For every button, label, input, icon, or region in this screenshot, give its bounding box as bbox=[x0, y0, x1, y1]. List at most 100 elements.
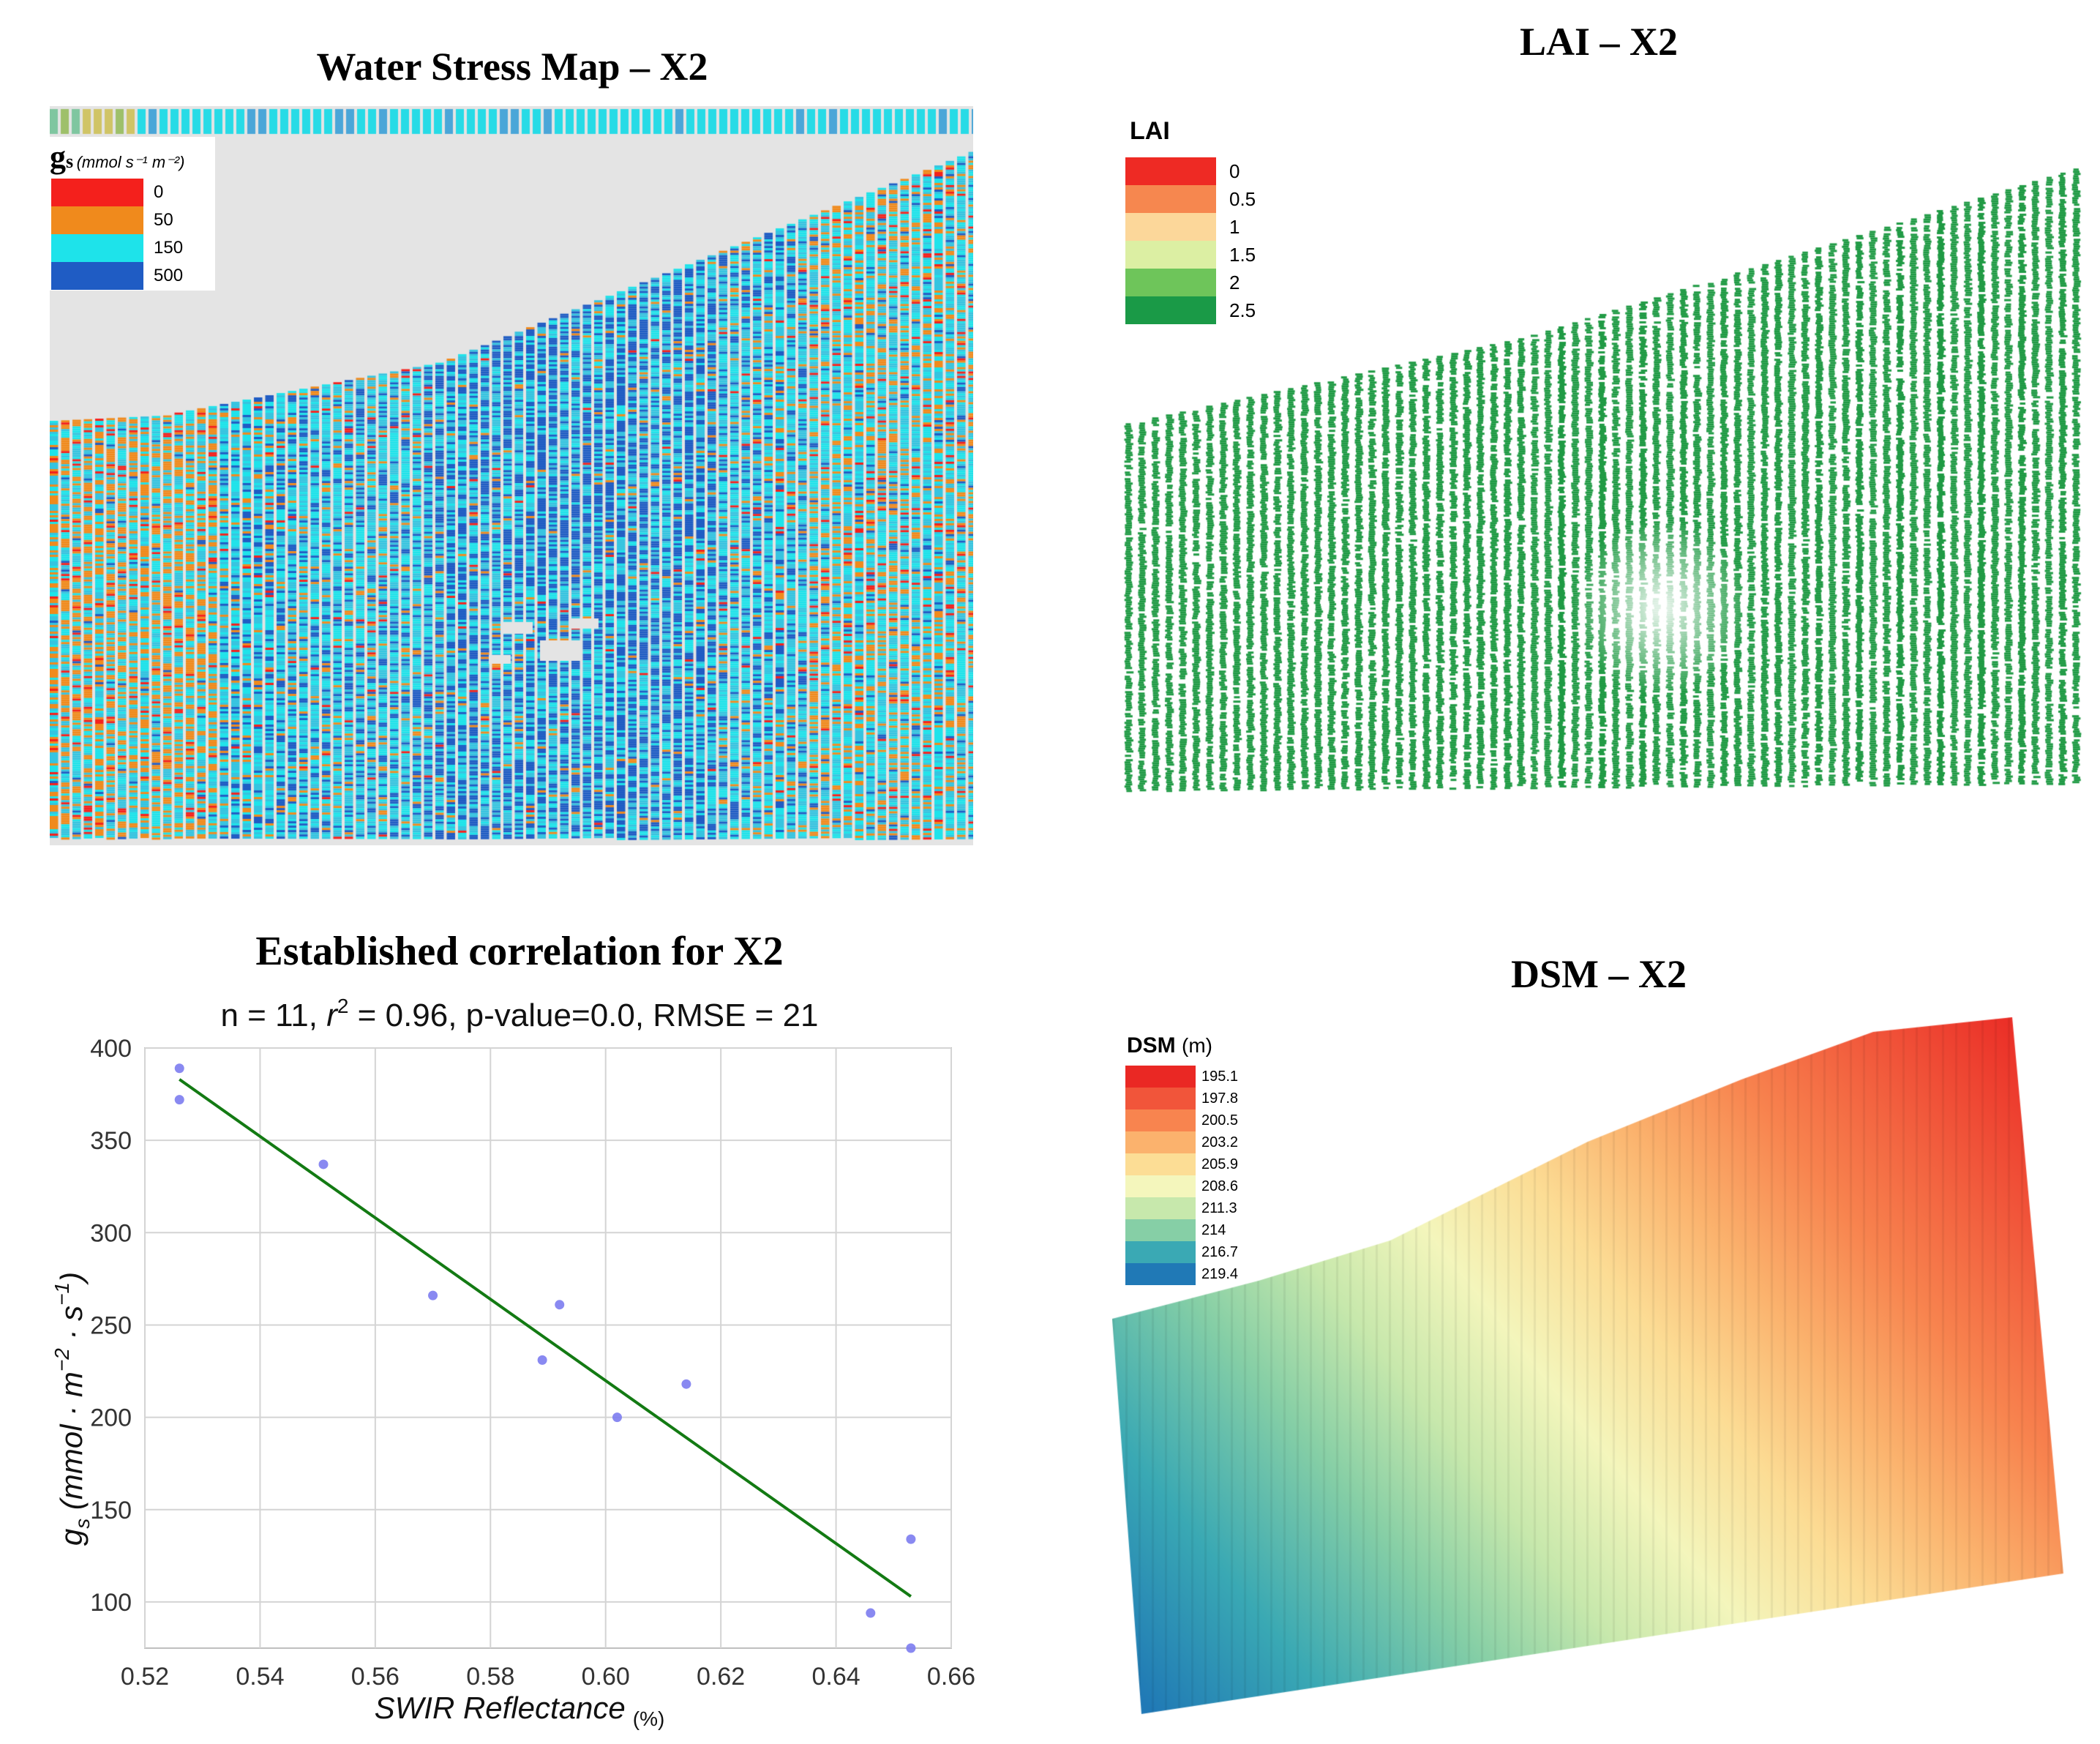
legend-item: 150 bbox=[51, 234, 183, 262]
y-axis-label: gs (mmol · m−2 · s−1) bbox=[50, 1272, 94, 1546]
legend-label: 150 bbox=[154, 238, 184, 258]
subtitle-exp: 2 bbox=[337, 995, 349, 1017]
legend-label: 203.2 bbox=[1201, 1134, 1239, 1150]
legend-item: 2 bbox=[1125, 269, 1240, 296]
legend-item: 203.2 bbox=[1125, 1131, 1238, 1153]
legend-swatch bbox=[1125, 1219, 1196, 1241]
legend-swatch bbox=[1125, 213, 1216, 241]
legend-swatch bbox=[1125, 1109, 1196, 1131]
x-tick-label: 0.62 bbox=[697, 1663, 745, 1691]
data-point bbox=[174, 1095, 184, 1105]
legend-item: 0 bbox=[1125, 157, 1240, 185]
data-point bbox=[318, 1159, 329, 1169]
y-tick-label: 100 bbox=[90, 1589, 132, 1617]
legend-swatch bbox=[51, 179, 143, 206]
legend-label: 1 bbox=[1229, 215, 1240, 238]
x-tick-label: 0.58 bbox=[466, 1663, 514, 1691]
legend-item: 0.5 bbox=[1125, 185, 1256, 213]
legend-item: 205.9 bbox=[1125, 1153, 1238, 1175]
legend-label: 197.8 bbox=[1201, 1090, 1239, 1107]
legend-swatch bbox=[1125, 1131, 1196, 1153]
plot-area: 0.52 0.54 0.56 0.58 0.60 0.62 0.64 0.66 100 150 20… bbox=[90, 1035, 975, 1691]
regression-line bbox=[179, 1078, 912, 1598]
y-label-mid: (mmol · m bbox=[54, 1371, 89, 1519]
legend-swatch bbox=[1125, 1175, 1196, 1197]
subtitle-r: r bbox=[326, 998, 339, 1033]
data-point bbox=[174, 1063, 184, 1074]
legend-swatch bbox=[1125, 1066, 1196, 1088]
legend-swatch bbox=[1125, 241, 1216, 269]
legend-label: 500 bbox=[154, 266, 184, 285]
x-axis-unit: (%) bbox=[633, 1707, 665, 1730]
legend-item: 50 bbox=[51, 206, 173, 234]
y-label-exp2: −1 bbox=[50, 1282, 73, 1306]
legend-item: 211.3 bbox=[1125, 1197, 1237, 1219]
legend-swatch bbox=[51, 234, 143, 262]
legend-label: 0 bbox=[1229, 160, 1240, 182]
legend-label: 205.9 bbox=[1201, 1156, 1239, 1172]
legend-swatch bbox=[1125, 1197, 1196, 1219]
y-tick-label: 350 bbox=[90, 1127, 132, 1155]
data-point bbox=[866, 1608, 876, 1618]
y-tick-label: 300 bbox=[90, 1219, 132, 1247]
legend-swatch bbox=[1125, 1153, 1196, 1175]
legend-item: 195.1 bbox=[1125, 1066, 1238, 1088]
subtitle-part-2: = 0.96, p-value=0.0, RMSE = 21 bbox=[348, 998, 818, 1033]
legend-item: 208.6 bbox=[1125, 1175, 1238, 1197]
legend-label: 208.6 bbox=[1201, 1178, 1239, 1194]
legend-label: 2 bbox=[1229, 271, 1240, 293]
data-point bbox=[428, 1290, 438, 1300]
legend-label: 200.5 bbox=[1201, 1112, 1239, 1129]
legend-item: 219.4 bbox=[1125, 1263, 1238, 1285]
legend-swatch bbox=[1125, 1088, 1196, 1109]
legend-label: 0.5 bbox=[1229, 187, 1256, 210]
lai-map bbox=[1120, 154, 2085, 798]
scatter-chart: Established correlation for X2 n = 11, r… bbox=[50, 929, 975, 1730]
y-label-sub: s bbox=[71, 1519, 94, 1529]
dsm-title: DSM – X2 bbox=[1511, 952, 1687, 996]
legend-label: 2.5 bbox=[1229, 299, 1256, 321]
water-stress-legend: gs (mmol s⁻¹ m⁻²) 0 50 150 500 bbox=[50, 137, 215, 291]
legend-subscript: s bbox=[66, 151, 74, 172]
y-label-g: g bbox=[54, 1529, 89, 1546]
x-tick-label: 0.66 bbox=[927, 1663, 975, 1691]
legend-unit: (mmol s⁻¹ m⁻²) bbox=[76, 153, 185, 171]
legend-swatch bbox=[1125, 1241, 1196, 1263]
legend-label: 211.3 bbox=[1201, 1200, 1237, 1216]
data-point bbox=[906, 1534, 916, 1544]
chart-subtitle: n = 11, r2 = 0.96, p-value=0.0, RMSE = 2… bbox=[220, 995, 818, 1033]
y-tick-label: 250 bbox=[90, 1311, 132, 1339]
legend-item: 0 bbox=[51, 179, 163, 206]
data-point bbox=[612, 1412, 622, 1423]
x-tick-label: 0.56 bbox=[351, 1663, 400, 1691]
legend-label: 219.4 bbox=[1201, 1265, 1239, 1282]
water-stress-panel: Water Stress Map – X2 gs (mmol s⁻¹ m⁻²) … bbox=[0, 0, 1039, 856]
legend-swatch bbox=[1125, 269, 1216, 296]
legend-item: 500 bbox=[51, 262, 183, 290]
x-axis-label-text: SWIR Reflectance bbox=[375, 1691, 626, 1725]
legend-item: 214 bbox=[1125, 1219, 1226, 1241]
legend-item: 2.5 bbox=[1125, 296, 1256, 324]
data-point bbox=[906, 1643, 916, 1653]
x-tick-label: 0.64 bbox=[811, 1663, 860, 1691]
y-tick-label: 200 bbox=[90, 1404, 132, 1432]
legend-label: 214 bbox=[1201, 1221, 1226, 1238]
legend-symbol: g bbox=[50, 139, 66, 175]
plot-frame bbox=[144, 1047, 952, 1649]
dsm-panel: DSM – X2 DSM (m) 195.1 197.8 200.5 203.2 205… bbox=[1061, 900, 2100, 1740]
chart-title: Established correlation for X2 bbox=[255, 929, 783, 974]
lai-legend: LAI 0 0.5 1 1.5 2 2.5 bbox=[1125, 117, 1257, 329]
data-point bbox=[555, 1300, 565, 1310]
dsm-legend-name: DSM bbox=[1127, 1033, 1176, 1058]
water-stress-legend-title: gs (mmol s⁻¹ m⁻²) bbox=[50, 138, 184, 176]
legend-label: 50 bbox=[154, 210, 173, 230]
lai-legend-title: LAI bbox=[1130, 117, 1170, 145]
legend-label: 0 bbox=[154, 182, 164, 202]
legend-swatch bbox=[51, 206, 143, 234]
legend-swatch bbox=[1125, 157, 1216, 185]
legend-swatch bbox=[1125, 185, 1216, 213]
dsm-map bbox=[1112, 1017, 2100, 1720]
y-label-close: ) bbox=[54, 1272, 89, 1286]
data-point bbox=[537, 1355, 547, 1365]
scatter-panel: Established correlation for X2 n = 11, r… bbox=[0, 900, 1039, 1740]
